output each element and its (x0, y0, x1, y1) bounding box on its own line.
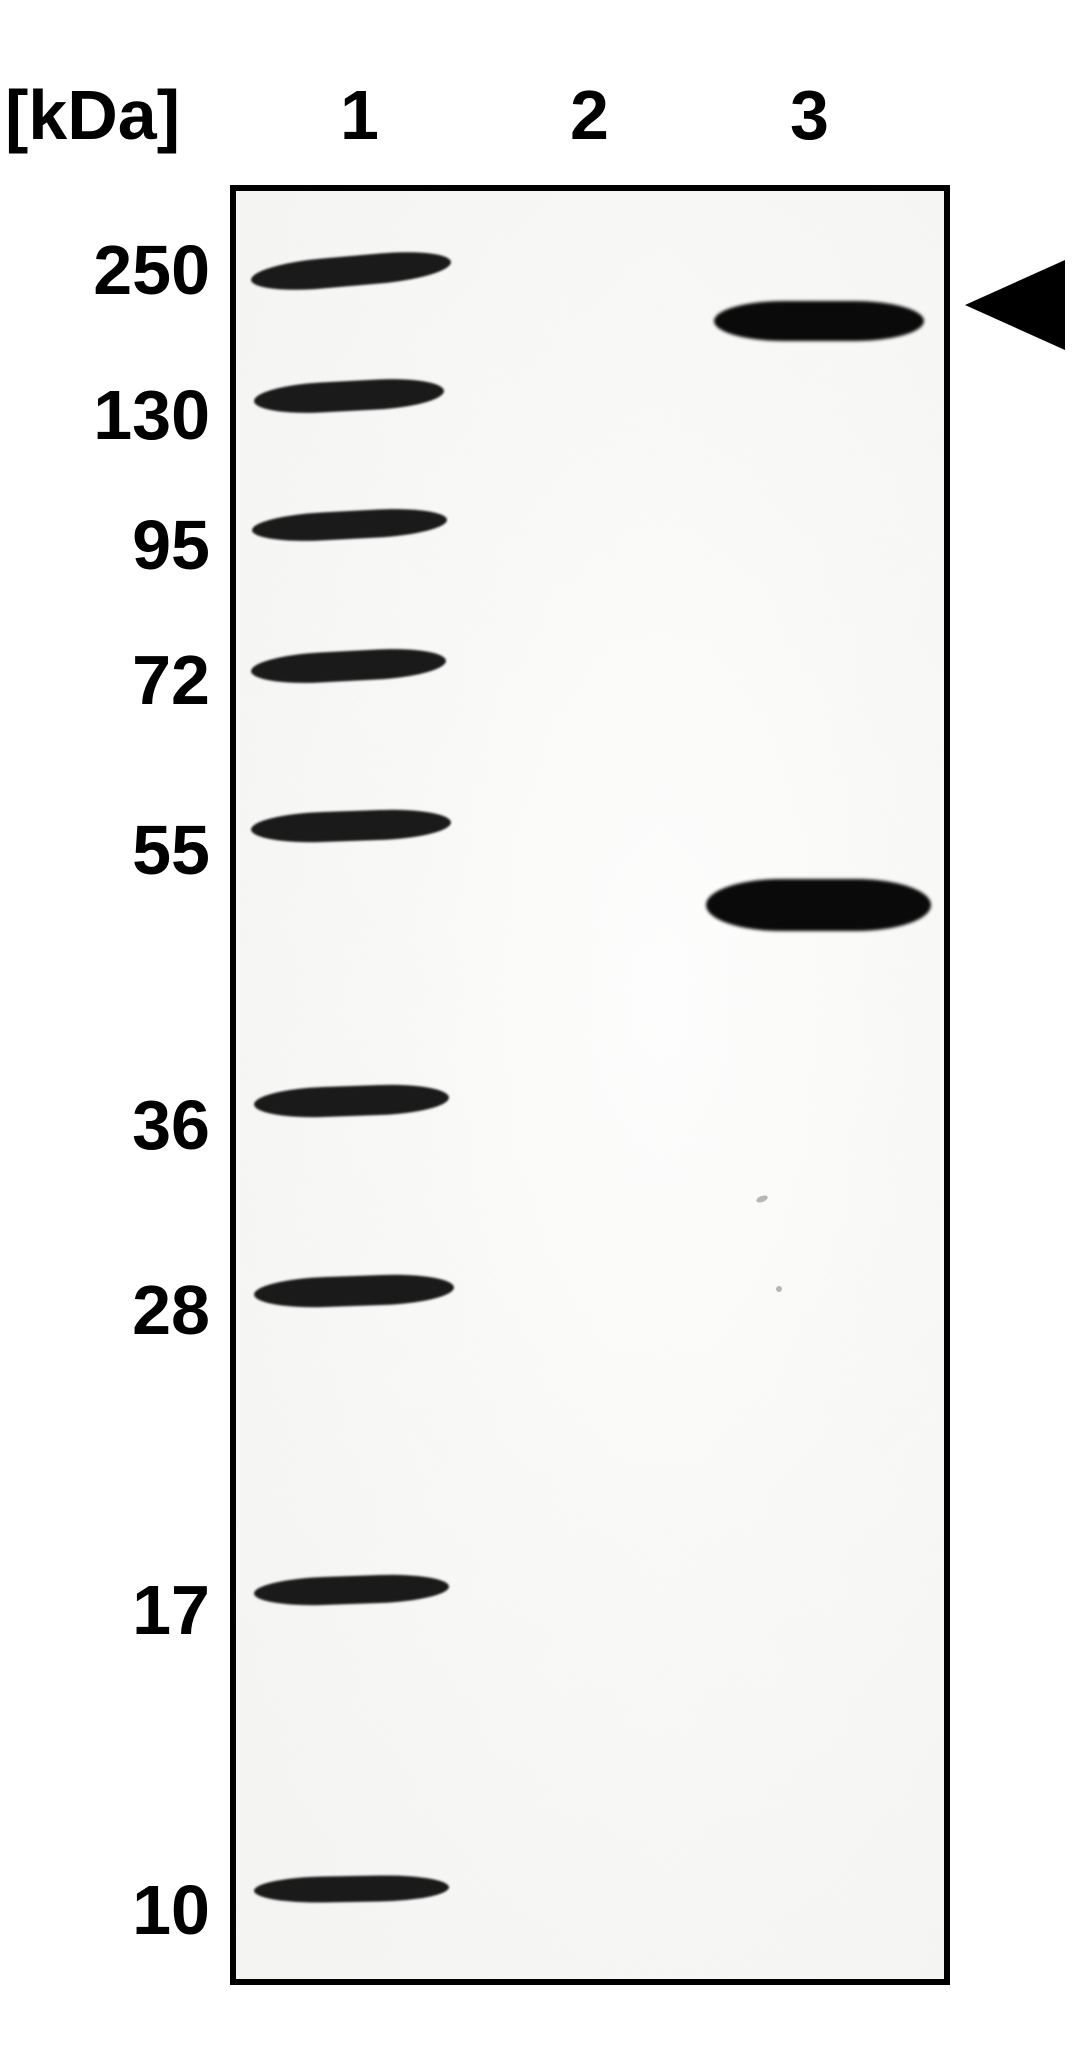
lane-label-1: 1 (340, 75, 379, 155)
marker-label-55: 55 (132, 810, 210, 890)
marker-label-95: 95 (132, 505, 210, 585)
blot-speck (776, 1286, 782, 1292)
blot-noise (236, 191, 944, 1979)
axis-unit-label: [kDa] (5, 75, 180, 155)
marker-label-72: 72 (132, 640, 210, 720)
sample-band-upper (714, 301, 924, 341)
marker-label-28: 28 (132, 1270, 210, 1350)
marker-label-250: 250 (93, 230, 210, 310)
marker-label-130: 130 (93, 375, 210, 455)
marker-label-17: 17 (132, 1570, 210, 1650)
band-pointer-arrow-icon (965, 260, 1065, 350)
figure-container: [kDa] 1 2 3 250 130 95 72 55 36 28 17 10 (0, 0, 1080, 2057)
lane-label-3: 3 (790, 75, 829, 155)
sample-band-lower (706, 879, 931, 931)
lane-label-2: 2 (570, 75, 609, 155)
blot-membrane (230, 185, 950, 1985)
marker-label-36: 36 (132, 1085, 210, 1165)
marker-label-10: 10 (132, 1870, 210, 1950)
